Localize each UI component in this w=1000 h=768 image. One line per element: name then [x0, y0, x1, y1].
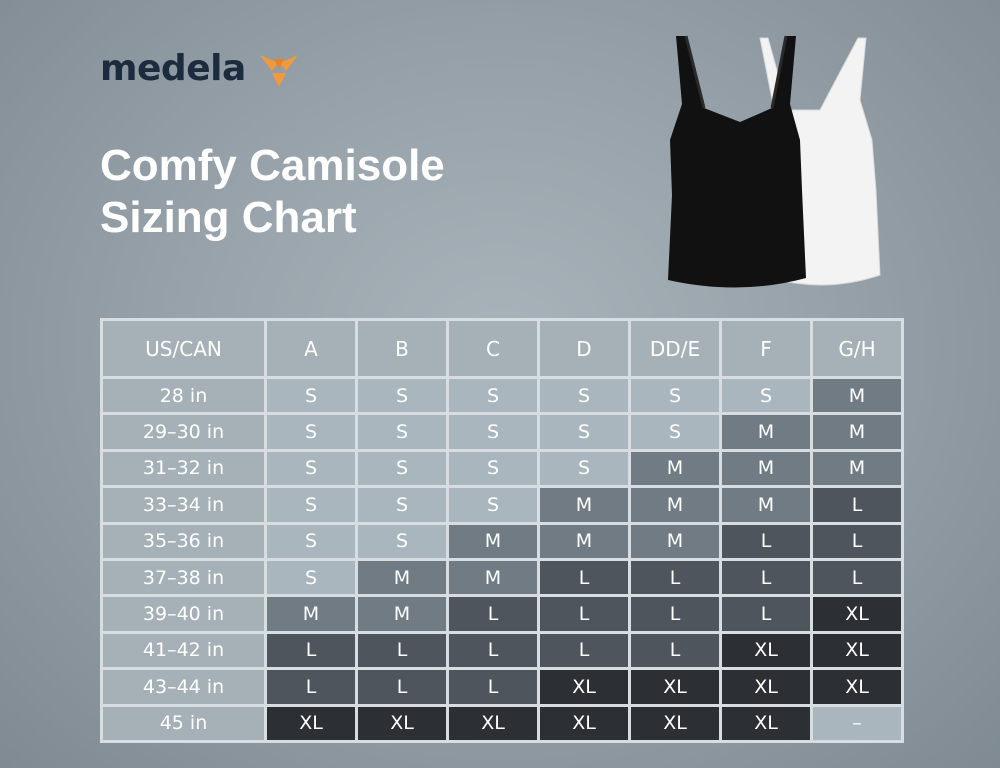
size-cell: M [358, 597, 446, 631]
size-cell: S [722, 379, 810, 413]
size-cell: M [358, 560, 446, 595]
column-header: A [267, 321, 355, 376]
size-cell: M [722, 488, 810, 522]
size-cell: S [449, 451, 537, 486]
size-cell: S [449, 488, 537, 522]
size-cell: S [267, 488, 355, 522]
size-cell: S [358, 415, 446, 449]
size-cell: S [267, 415, 355, 449]
column-header: G/H [813, 321, 901, 376]
size-cell: S [449, 379, 537, 413]
column-header: B [358, 321, 446, 376]
size-cell: XL [449, 706, 537, 740]
size-cell: L [449, 670, 537, 704]
size-cell: L [449, 633, 537, 668]
size-cell: XL [722, 706, 810, 740]
size-cell: M [449, 560, 537, 595]
row-label: 33–34 in [103, 488, 264, 522]
brand-logo: medela [100, 48, 300, 89]
column-header: D [540, 321, 628, 376]
size-cell: XL [813, 597, 901, 631]
row-label: 31–32 in [103, 451, 264, 486]
size-cell: S [540, 415, 628, 449]
black-camisole [668, 35, 806, 288]
size-cell: L [267, 670, 355, 704]
size-cell: XL [267, 706, 355, 740]
title-line-1: Comfy Camisole [100, 141, 445, 190]
size-cell: S [358, 451, 446, 486]
size-cell: L [722, 597, 810, 631]
column-header: F [722, 321, 810, 376]
size-cell: XL [722, 670, 810, 704]
size-cell: S [358, 488, 446, 522]
size-cell: S [267, 451, 355, 486]
size-cell: XL [540, 670, 628, 704]
corner-header: US/CAN [103, 321, 264, 376]
size-cell: L [722, 560, 810, 595]
size-cell: S [540, 379, 628, 413]
brand-name: medela [100, 48, 246, 89]
row-label: 41–42 in [103, 633, 264, 668]
size-cell: S [449, 415, 537, 449]
size-cell: M [631, 524, 719, 558]
size-cell: S [631, 415, 719, 449]
size-cell: L [358, 633, 446, 668]
size-cell: M [813, 415, 901, 449]
size-cell: XL [813, 633, 901, 668]
size-cell: L [813, 488, 901, 522]
size-cell: S [631, 379, 719, 413]
size-cell: L [267, 633, 355, 668]
page-title: Comfy Camisole Sizing Chart [100, 140, 445, 244]
size-cell: S [358, 524, 446, 558]
row-label: 43–44 in [103, 670, 264, 704]
size-cell: L [631, 560, 719, 595]
size-cell: XL [358, 706, 446, 740]
size-cell: – [813, 706, 901, 740]
size-cell: S [267, 560, 355, 595]
size-cell: M [540, 524, 628, 558]
row-label: 35–36 in [103, 524, 264, 558]
size-cell: L [540, 597, 628, 631]
size-cell: L [722, 524, 810, 558]
row-label: 37–38 in [103, 560, 264, 595]
size-cell: L [540, 560, 628, 595]
size-cell: M [267, 597, 355, 631]
size-cell: L [813, 524, 901, 558]
size-cell: L [540, 633, 628, 668]
size-cell: M [631, 451, 719, 486]
column-header: C [449, 321, 537, 376]
size-cell: XL [631, 706, 719, 740]
size-cell: M [631, 488, 719, 522]
size-cell: M [813, 379, 901, 413]
size-cell: L [631, 633, 719, 668]
row-label: 45 in [103, 706, 264, 740]
size-cell: L [358, 670, 446, 704]
size-cell: M [722, 451, 810, 486]
row-label: 29–30 in [103, 415, 264, 449]
size-cell: XL [813, 670, 901, 704]
column-header: DD/E [631, 321, 719, 376]
size-cell: S [267, 524, 355, 558]
size-cell: M [540, 488, 628, 522]
size-cell: XL [722, 633, 810, 668]
row-label: 39–40 in [103, 597, 264, 631]
size-cell: XL [631, 670, 719, 704]
size-cell: L [813, 560, 901, 595]
size-cell: S [540, 451, 628, 486]
size-cell: L [449, 597, 537, 631]
row-label: 28 in [103, 379, 264, 413]
camisole-icon [668, 35, 881, 288]
size-cell: S [358, 379, 446, 413]
size-cell: L [631, 597, 719, 631]
size-cell: M [813, 451, 901, 486]
size-cell: XL [540, 706, 628, 740]
size-cell: M [449, 524, 537, 558]
size-cell: S [267, 379, 355, 413]
medela-flower-icon [259, 54, 298, 87]
title-line-2: Sizing Chart [100, 193, 357, 242]
size-cell: M [722, 415, 810, 449]
sizing-table: US/CAN A B C D DD/E F G/H 28 in S S S S S S M 29… [100, 318, 904, 743]
